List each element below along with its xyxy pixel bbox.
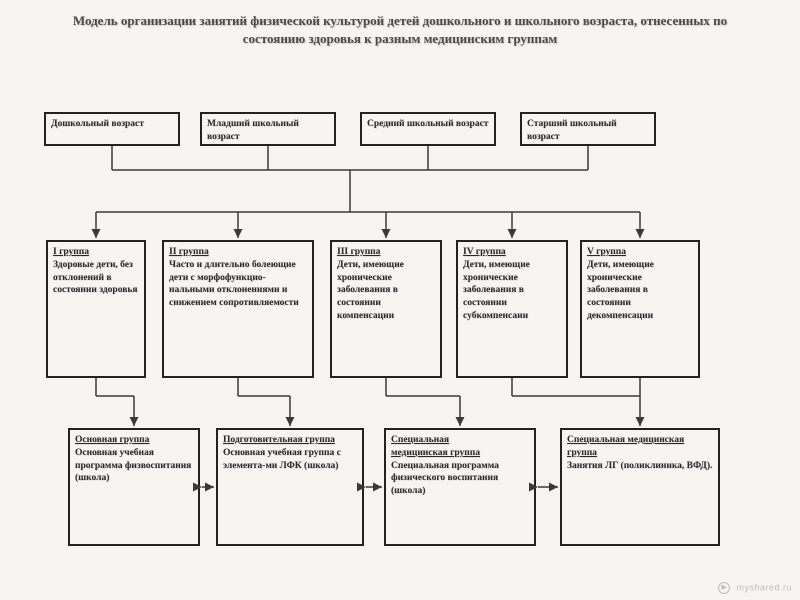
group-heading: II группа	[169, 247, 209, 257]
program-heading: Основная группа	[75, 435, 149, 445]
page-title: Модель организации занятий физической ку…	[0, 0, 800, 55]
program-body: Специальная программа физического воспит…	[391, 461, 499, 497]
health-group-3: III группа Дети, имеющие хронические заб…	[330, 240, 442, 378]
program-heading: Специальная	[391, 435, 449, 445]
label: Средний школьный возраст	[367, 119, 488, 129]
group-heading: IV группа	[463, 247, 506, 257]
label: Младший школьный возраст	[207, 119, 299, 142]
program-special-school: Специальная медицинская группа Специальн…	[384, 428, 536, 546]
program-special-clinic: Специальная медицинская группа Занятия Л…	[560, 428, 720, 546]
program-body: Основная учебная программа физвоспитания…	[75, 448, 191, 484]
age-senior-school: Старший школьный возраст	[520, 112, 656, 146]
group-heading: I группа	[53, 247, 89, 257]
program-heading: Специальная медицинская группа	[567, 435, 684, 458]
group-body: Дети, имеющие хронические заболевания в …	[463, 260, 530, 321]
program-main: Основная группа Основная учебная програм…	[68, 428, 200, 546]
health-group-4: IV группа Дети, имеющие хронические забо…	[456, 240, 568, 378]
group-body: Дети, имеющие хронические заболевания в …	[337, 260, 404, 321]
program-preparatory: Подготовительная группа Основная учебная…	[216, 428, 364, 546]
group-body: Дети, имеющие хронические заболевания в …	[587, 260, 654, 321]
label: Дошкольный возраст	[51, 119, 144, 129]
group-body: Здоровые дети, без отклонений в состояни…	[53, 260, 138, 296]
health-group-2: II группа Часто и длительно болеющие дет…	[162, 240, 314, 378]
age-middle-school: Средний школьный возраст	[360, 112, 496, 146]
program-body: Занятия ЛГ (поликлиника, ВФД).	[567, 461, 712, 471]
age-junior-school: Младший школьный возраст	[200, 112, 336, 146]
label: Старший школьный возраст	[527, 119, 617, 142]
watermark-text: myshared	[736, 582, 780, 592]
watermark: ▶ myshared.ru	[718, 582, 792, 594]
presentation-icon: ▶	[718, 582, 730, 594]
health-group-5: V группа Дети, имеющие хронические забол…	[580, 240, 700, 378]
health-group-1: I группа Здоровые дети, без отклонений в…	[46, 240, 146, 378]
program-heading-line2: медицинская группа	[391, 448, 480, 458]
program-heading: Подготовительная группа	[223, 435, 335, 445]
program-body: Основная учебная группа с элемента-ми ЛФ…	[223, 448, 341, 471]
group-heading: III группа	[337, 247, 380, 257]
group-heading: V группа	[587, 247, 626, 257]
age-preschool: Дошкольный возраст	[44, 112, 180, 146]
group-body: Часто и длительно болеющие дети с морфоф…	[169, 260, 299, 308]
